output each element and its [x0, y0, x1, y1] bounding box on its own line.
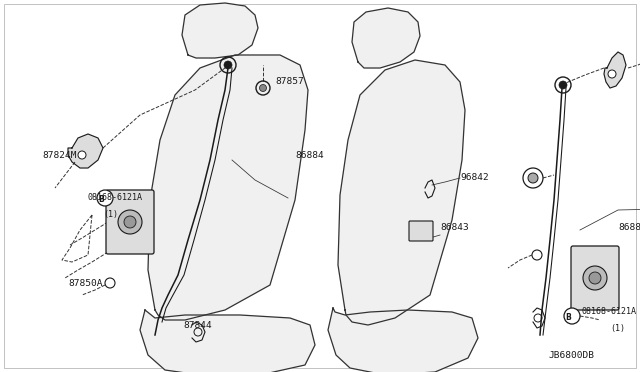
- Polygon shape: [148, 55, 308, 320]
- Circle shape: [124, 216, 136, 228]
- Polygon shape: [68, 134, 103, 168]
- FancyBboxPatch shape: [106, 190, 154, 254]
- Circle shape: [564, 308, 580, 324]
- Text: 08168-6121A: 08168-6121A: [88, 193, 143, 202]
- Text: 87824M: 87824M: [42, 151, 77, 160]
- Polygon shape: [352, 8, 420, 68]
- Circle shape: [523, 168, 543, 188]
- Text: 87850A: 87850A: [68, 279, 102, 288]
- Circle shape: [608, 70, 616, 78]
- Polygon shape: [140, 310, 315, 372]
- Circle shape: [97, 190, 113, 206]
- Text: B: B: [98, 196, 104, 205]
- Polygon shape: [328, 308, 478, 372]
- Text: 86884: 86884: [295, 151, 324, 160]
- Circle shape: [105, 278, 115, 288]
- Circle shape: [559, 81, 567, 89]
- Circle shape: [118, 210, 142, 234]
- Text: (1): (1): [103, 209, 118, 218]
- Polygon shape: [338, 60, 465, 325]
- Polygon shape: [604, 52, 626, 88]
- Text: (1): (1): [610, 324, 625, 333]
- Text: 87844: 87844: [183, 321, 212, 330]
- FancyBboxPatch shape: [571, 246, 619, 310]
- Text: 86843: 86843: [440, 224, 468, 232]
- FancyBboxPatch shape: [409, 221, 433, 241]
- Text: 96842: 96842: [460, 173, 489, 183]
- Text: 86885: 86885: [618, 224, 640, 232]
- Text: B: B: [565, 314, 571, 323]
- Text: 08168-6121A: 08168-6121A: [582, 308, 637, 317]
- Polygon shape: [182, 3, 258, 58]
- Circle shape: [583, 266, 607, 290]
- Circle shape: [528, 173, 538, 183]
- Circle shape: [259, 84, 266, 92]
- Text: 87857: 87857: [275, 77, 304, 87]
- Circle shape: [78, 151, 86, 159]
- Circle shape: [532, 250, 542, 260]
- Circle shape: [224, 61, 232, 69]
- Text: JB6800DB: JB6800DB: [548, 351, 594, 360]
- Circle shape: [589, 272, 601, 284]
